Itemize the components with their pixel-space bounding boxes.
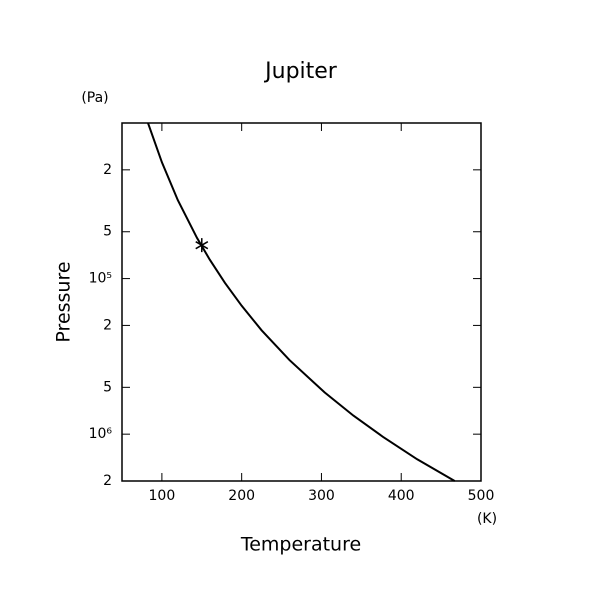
y-unit: (Pa) — [81, 90, 108, 106]
plot-frame — [121, 122, 482, 482]
y-tick-label: 5 — [103, 379, 112, 395]
y-tick-label: 2 — [103, 162, 112, 178]
x-unit: (K) — [477, 511, 497, 527]
curve — [147, 122, 456, 482]
y-tick-label: 10⁵ — [89, 271, 112, 287]
y-tick-label: 2 — [103, 473, 112, 489]
y-axis-label: Pressure — [53, 261, 75, 342]
x-axis-label: Temperature — [240, 534, 361, 556]
x-tick-label: 300 — [308, 488, 335, 504]
x-tick-label: 500 — [468, 488, 495, 504]
y-tick-label: 2 — [103, 317, 112, 333]
chart-title: Jupiter — [263, 59, 338, 84]
x-tick-label: 100 — [149, 488, 176, 504]
x-tick-label: 400 — [388, 488, 415, 504]
x-tick-label: 200 — [228, 488, 255, 504]
y-tick-label: 5 — [103, 224, 112, 240]
point-marker — [195, 238, 209, 253]
y-tick-label: 10⁶ — [89, 426, 113, 442]
